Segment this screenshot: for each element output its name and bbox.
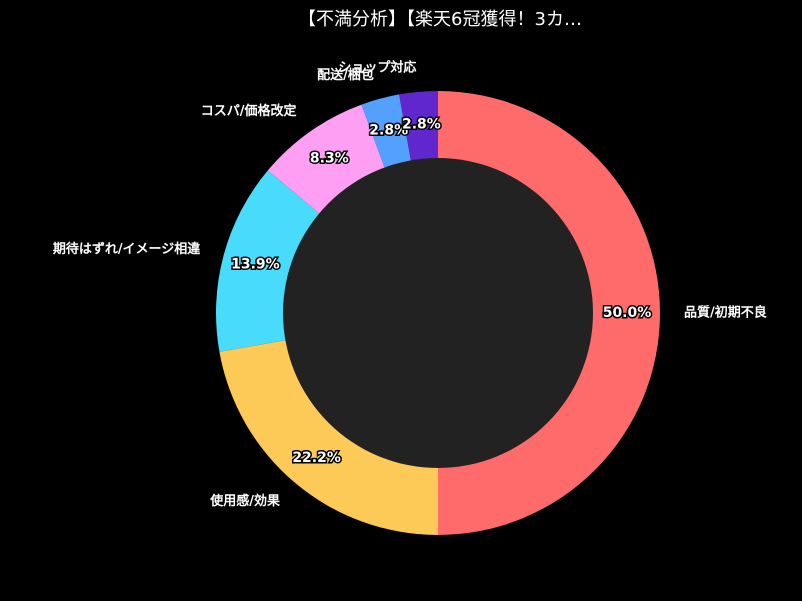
data-label: 22.2% bbox=[292, 450, 341, 466]
category-label: 期待はずれ/イメージ相違 bbox=[53, 241, 201, 257]
category-label: 配送/梱包 bbox=[317, 67, 374, 83]
data-label: 50.0% bbox=[603, 305, 652, 321]
donut-hole bbox=[283, 158, 593, 468]
data-label: 8.3% bbox=[310, 150, 349, 166]
data-label: 2.8% bbox=[402, 117, 441, 133]
category-label: 品質/初期不良 bbox=[684, 305, 767, 321]
data-label: 13.9% bbox=[231, 256, 280, 272]
category-label: 使用感/効果 bbox=[209, 493, 280, 509]
chart-title: 【不満分析】【楽天6冠獲得！3カ… bbox=[298, 9, 582, 30]
data-label: 2.8% bbox=[369, 123, 408, 139]
category-label: ショップ対応 bbox=[338, 59, 416, 75]
category-label: コスパ/価格改定 bbox=[201, 103, 297, 119]
